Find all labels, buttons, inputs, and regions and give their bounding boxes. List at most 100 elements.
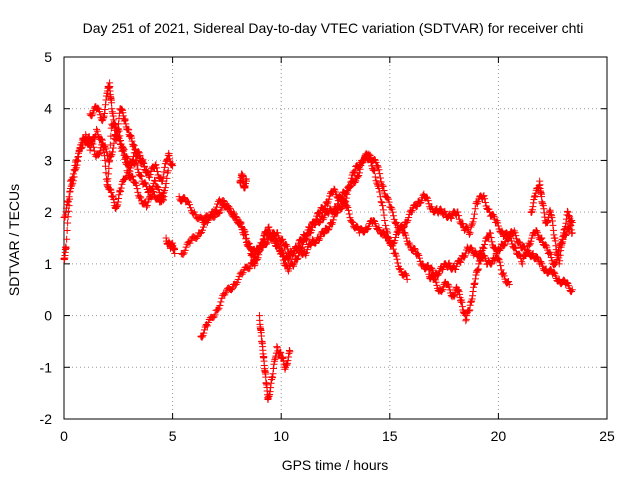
data-point-sample (242, 231, 250, 239)
data-point-sample (289, 250, 297, 258)
data-point (405, 239, 413, 247)
data-point-sample (496, 258, 504, 266)
data-point-sample (77, 144, 85, 152)
data-point-sample (127, 164, 135, 172)
data-point (375, 224, 383, 232)
y-tick-label: 4 (44, 101, 52, 117)
data-point (229, 208, 237, 216)
data-point-sample (497, 228, 505, 236)
data-point-sample (320, 230, 328, 238)
data-point (418, 260, 426, 268)
data-point (377, 198, 385, 206)
data-point-sample (74, 153, 82, 161)
data-point-sample (119, 147, 127, 155)
data-point-sample (249, 259, 257, 267)
data-point-sample (303, 246, 311, 254)
data-point-sample (70, 166, 78, 174)
data-point-sample (500, 272, 508, 280)
data-point-sample (103, 152, 111, 160)
data-point-sample (495, 246, 503, 254)
data-point-sample (316, 219, 324, 227)
data-point-sample (137, 194, 145, 202)
data-point-sample (150, 188, 158, 196)
y-tick-label: 5 (44, 49, 52, 65)
data-point-sample (337, 194, 345, 202)
data-point-sample (324, 200, 332, 208)
data-point-sample (391, 249, 399, 257)
data-point-sample (452, 265, 460, 273)
data-point-sample (380, 211, 388, 219)
data-point-sample (98, 117, 106, 125)
data-point-sample (230, 210, 238, 218)
data-point-sample (135, 152, 143, 160)
data-point-sample (543, 243, 551, 251)
data-point (73, 156, 81, 164)
data-point-sample (481, 199, 489, 207)
data-point-sample (184, 197, 192, 205)
data-point-sample (346, 181, 354, 189)
data-point-sample (124, 169, 132, 177)
data-point-sample (385, 198, 393, 206)
data-point-sample (274, 241, 282, 249)
data-point-sample (279, 235, 287, 243)
data-point-sample (153, 164, 161, 172)
data-point-sample (384, 194, 392, 202)
data-point (371, 167, 379, 175)
data-point-sample (497, 262, 505, 270)
y-axis-label: SDTVAR / TECUs (6, 184, 22, 296)
data-point-sample (467, 223, 475, 231)
data-point-sample (370, 217, 378, 225)
data-point-sample (500, 242, 508, 250)
data-point-sample (211, 311, 219, 319)
data-point-sample (63, 226, 71, 234)
data-point (119, 146, 127, 154)
y-tick-label: -1 (40, 359, 53, 375)
data-point-sample (392, 219, 400, 227)
data-point (143, 167, 151, 175)
data-point-sample (129, 173, 137, 181)
data-point-sample (344, 203, 352, 211)
data-point-sample (315, 209, 323, 217)
data-point-sample (282, 241, 290, 249)
data-point-sample (489, 211, 497, 219)
data-point-sample (144, 188, 152, 196)
data-point-sample (375, 184, 383, 192)
data-point-sample (146, 171, 154, 179)
data-point-sample (293, 245, 301, 253)
data-point-sample (527, 237, 535, 245)
data-point-sample (533, 227, 541, 235)
data-point-sample (414, 250, 422, 258)
data-point-sample (433, 281, 441, 289)
data-point-sample (200, 326, 208, 334)
data-point-sample (432, 278, 440, 286)
data-point-sample (405, 214, 413, 222)
data-point-sample (181, 246, 189, 254)
data-point-sample (134, 188, 142, 196)
data-point (67, 177, 75, 185)
data-point (403, 275, 411, 283)
data-point-sample (69, 170, 77, 178)
data-point-sample (139, 158, 147, 166)
data-point-sample (128, 172, 136, 180)
data-point-sample (563, 279, 571, 287)
grid-lines (64, 57, 607, 419)
data-point-sample (367, 158, 375, 166)
data-point-sample (379, 206, 387, 214)
data-point-sample (452, 262, 460, 270)
data-point-sample (158, 177, 166, 185)
data-point (447, 213, 455, 221)
data-point-sample (241, 228, 249, 236)
data-point-sample (66, 187, 74, 195)
data-point-sample (515, 250, 523, 258)
data-point-sample (239, 269, 247, 277)
data-point-sample (378, 199, 386, 207)
data-point (171, 250, 179, 258)
data-point-sample (389, 245, 397, 253)
data-point-sample (102, 145, 110, 153)
data-point-sample (393, 255, 401, 263)
data-point-sample (431, 275, 439, 283)
x-tick-label: 15 (382, 428, 398, 444)
data-point-sample (347, 174, 355, 182)
data-point-sample (274, 241, 282, 249)
data-point-sample (245, 240, 253, 248)
